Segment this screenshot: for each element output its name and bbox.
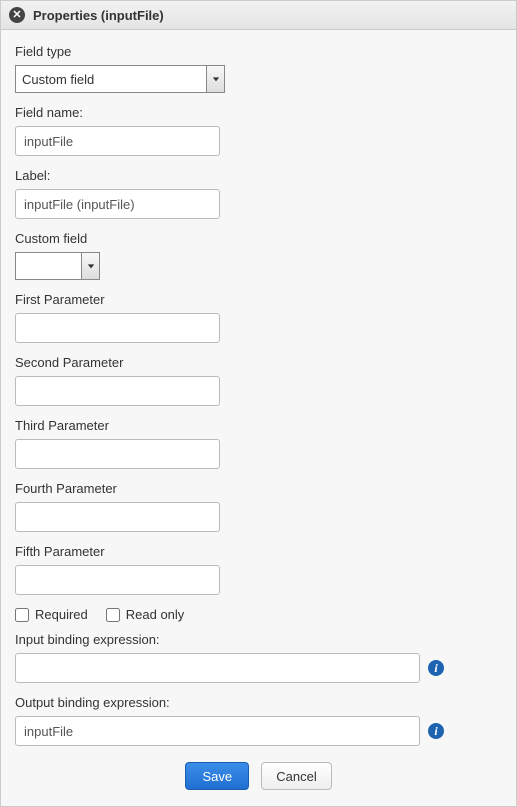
- properties-panel: ✕ Properties (inputFile) Field type Cust…: [0, 0, 517, 807]
- required-checkbox[interactable]: [15, 608, 29, 622]
- close-icon[interactable]: ✕: [9, 7, 25, 23]
- readonly-check-item[interactable]: Read only: [106, 607, 185, 622]
- required-check-item[interactable]: Required: [15, 607, 88, 622]
- third-parameter-group: Third Parameter: [15, 418, 502, 469]
- readonly-label: Read only: [126, 607, 185, 622]
- label-group: Label:: [15, 168, 502, 219]
- custom-field-group: Custom field: [15, 231, 502, 280]
- third-parameter-label: Third Parameter: [15, 418, 502, 433]
- output-binding-group: Output binding expression: i: [15, 695, 502, 746]
- output-binding-input[interactable]: [15, 716, 420, 746]
- field-type-select[interactable]: Custom field: [15, 65, 225, 93]
- readonly-checkbox[interactable]: [106, 608, 120, 622]
- second-parameter-input[interactable]: [15, 376, 220, 406]
- fifth-parameter-input[interactable]: [15, 565, 220, 595]
- field-type-label: Field type: [15, 44, 502, 59]
- cancel-button[interactable]: Cancel: [261, 762, 331, 790]
- second-parameter-label: Second Parameter: [15, 355, 502, 370]
- label-label: Label:: [15, 168, 502, 183]
- dropdown-arrow-icon: [206, 66, 224, 92]
- input-binding-label: Input binding expression:: [15, 632, 502, 647]
- save-button[interactable]: Save: [185, 762, 249, 790]
- label-input[interactable]: [15, 189, 220, 219]
- field-type-group: Field type Custom field: [15, 44, 502, 93]
- fourth-parameter-group: Fourth Parameter: [15, 481, 502, 532]
- checkbox-row: Required Read only: [15, 607, 502, 622]
- fifth-parameter-label: Fifth Parameter: [15, 544, 502, 559]
- custom-field-select[interactable]: [15, 252, 100, 280]
- first-parameter-group: First Parameter: [15, 292, 502, 343]
- field-type-value: Custom field: [16, 72, 206, 87]
- third-parameter-input[interactable]: [15, 439, 220, 469]
- fourth-parameter-input[interactable]: [15, 502, 220, 532]
- button-row: Save Cancel: [15, 758, 502, 796]
- panel-header: ✕ Properties (inputFile): [1, 1, 516, 30]
- field-name-input[interactable]: [15, 126, 220, 156]
- info-icon[interactable]: i: [428, 660, 444, 676]
- output-binding-label: Output binding expression:: [15, 695, 502, 710]
- custom-field-label: Custom field: [15, 231, 502, 246]
- panel-title: Properties (inputFile): [33, 8, 164, 23]
- dropdown-arrow-icon: [81, 253, 99, 279]
- fourth-parameter-label: Fourth Parameter: [15, 481, 502, 496]
- info-icon[interactable]: i: [428, 723, 444, 739]
- panel-body: Field type Custom field Field name: Labe…: [1, 30, 516, 806]
- field-name-label: Field name:: [15, 105, 502, 120]
- field-name-group: Field name:: [15, 105, 502, 156]
- first-parameter-input[interactable]: [15, 313, 220, 343]
- fifth-parameter-group: Fifth Parameter: [15, 544, 502, 595]
- required-label: Required: [35, 607, 88, 622]
- input-binding-group: Input binding expression: i: [15, 632, 502, 683]
- second-parameter-group: Second Parameter: [15, 355, 502, 406]
- input-binding-input[interactable]: [15, 653, 420, 683]
- first-parameter-label: First Parameter: [15, 292, 502, 307]
